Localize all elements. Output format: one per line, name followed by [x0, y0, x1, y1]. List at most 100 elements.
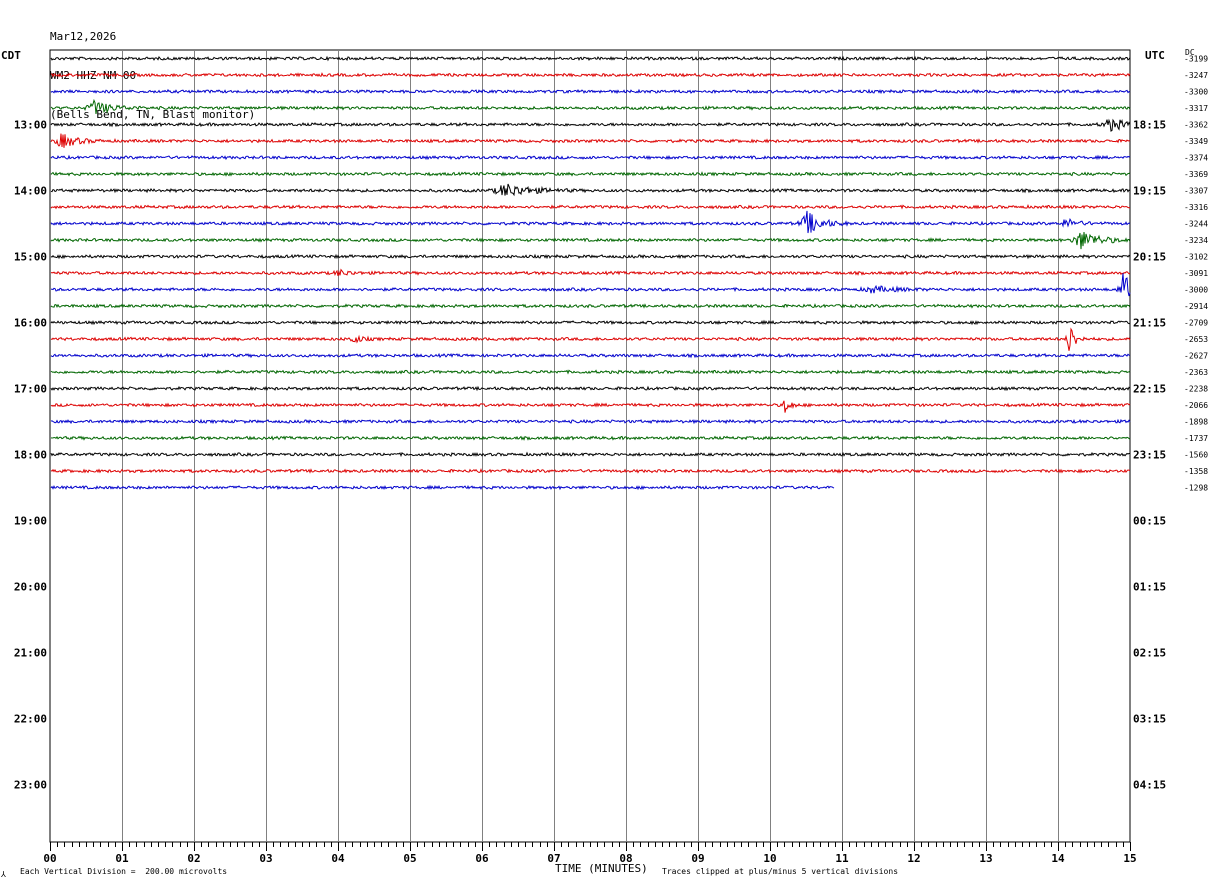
seismic-trace	[50, 98, 1131, 114]
utc-hour-label: 19:15	[1133, 185, 1166, 198]
seismic-trace	[50, 118, 1131, 132]
seismic-trace	[50, 55, 1131, 62]
seismic-trace	[50, 210, 1131, 234]
utc-hour-label: 21:15	[1133, 317, 1166, 330]
x-tick-label: 09	[691, 852, 704, 865]
seismic-trace	[50, 435, 1131, 441]
utc-hour-label: 22:15	[1133, 383, 1166, 396]
utc-hour-label: 23:15	[1133, 449, 1166, 462]
seismic-trace	[50, 319, 1130, 326]
mark-glyph: ⅄	[1, 870, 6, 879]
dc-offset-label: -2363	[1184, 368, 1208, 377]
seismic-trace	[50, 385, 1131, 392]
dc-offset-label: -3000	[1184, 286, 1208, 295]
left-timezone-label: CDT	[1, 49, 21, 62]
x-tick-label: 07	[547, 852, 560, 865]
seismic-trace	[50, 154, 1131, 161]
x-axis-title: TIME (MINUTES)	[555, 862, 648, 875]
plot-frame	[49, 49, 1131, 843]
dc-offset-label: -3247	[1184, 71, 1208, 80]
x-tick-label: 11	[835, 852, 849, 865]
seismic-trace	[50, 183, 1131, 197]
x-tick-label: 14	[1051, 852, 1065, 865]
cdt-hour-label: 18:00	[14, 449, 47, 462]
dc-offset-label: -3349	[1184, 137, 1208, 146]
location-label: (Bells Bend, TN, Blast monitor)	[50, 108, 256, 121]
x-tick-label: 01	[115, 852, 129, 865]
seismic-trace	[50, 468, 1131, 474]
scale-note: Each Vertical Division = 200.00 microvol…	[20, 867, 228, 876]
seismic-trace	[50, 231, 1131, 250]
cdt-hour-label: 14:00	[14, 185, 47, 198]
dc-offset-label: -3374	[1184, 154, 1208, 163]
dc-offset-label: -3369	[1184, 170, 1208, 179]
clip-note: Traces clipped at plus/minus 5 vertical …	[662, 867, 899, 876]
dc-offset-label: -3316	[1184, 203, 1208, 212]
x-tick-label: 13	[979, 852, 992, 865]
seismic-trace	[50, 484, 835, 491]
seismic-trace	[50, 133, 1131, 148]
dc-offset-label: -3102	[1184, 253, 1208, 262]
cdt-hour-label: 16:00	[14, 317, 47, 330]
seismic-trace	[50, 369, 1131, 375]
dc-offset-label: -3091	[1184, 269, 1208, 278]
cdt-hour-label: 23:00	[14, 779, 47, 792]
dc-offset-label: -2914	[1184, 302, 1208, 311]
utc-hour-label: 04:15	[1133, 779, 1166, 792]
dc-offset-label: -2066	[1184, 401, 1208, 410]
seismic-trace	[50, 352, 1131, 359]
dc-offset-label: -1298	[1184, 484, 1208, 493]
seismic-trace	[50, 273, 1131, 297]
x-tick-label: 03	[259, 852, 272, 865]
cdt-hour-label: 22:00	[14, 713, 47, 726]
x-tick-label: 04	[331, 852, 345, 865]
cdt-hour-label: 17:00	[14, 383, 47, 396]
seismic-trace	[50, 204, 1130, 210]
seismic-trace	[50, 418, 1131, 425]
x-tick-label: 12	[907, 852, 920, 865]
seismic-trace	[50, 268, 1131, 277]
dc-offset-label: -3199	[1184, 55, 1208, 64]
x-tick-label: 10	[763, 852, 776, 865]
x-tick-label: 15	[1123, 852, 1136, 865]
dc-offset-label: -3300	[1184, 88, 1208, 97]
dc-offset-label: -1898	[1184, 418, 1208, 427]
seismic-trace	[50, 327, 1131, 351]
date-label: Mar12,2026	[50, 30, 117, 43]
utc-hour-label: 00:15	[1133, 515, 1166, 528]
dc-offset-label: -3234	[1184, 236, 1208, 245]
cdt-hour-label: 13:00	[14, 119, 47, 132]
x-tick-label: 02	[187, 852, 200, 865]
dc-offset-label: -3244	[1184, 220, 1208, 229]
dc-offset-label: -1737	[1184, 434, 1208, 443]
cdt-hour-label: 20:00	[14, 581, 47, 594]
cdt-hour-label: 21:00	[14, 647, 47, 660]
utc-hour-label: 03:15	[1133, 713, 1166, 726]
dc-offset-label: -3317	[1184, 104, 1208, 113]
dc-offset-label: -2653	[1184, 335, 1208, 344]
utc-hour-label: 18:15	[1133, 119, 1166, 132]
utc-hour-label: 20:15	[1133, 251, 1166, 264]
seismic-trace	[50, 171, 1131, 177]
seismic-trace	[50, 88, 1131, 95]
seismic-trace	[50, 72, 1131, 78]
dc-offset-label: -2238	[1184, 385, 1208, 394]
dc-offset-label: -2627	[1184, 352, 1208, 361]
dc-offset-label: -2709	[1184, 319, 1208, 328]
cdt-hour-label: 15:00	[14, 251, 47, 264]
utc-hour-label: 02:15	[1133, 647, 1166, 660]
x-tick-label: 06	[475, 852, 489, 865]
cdt-hour-label: 19:00	[14, 515, 47, 528]
x-tick-label: 00	[43, 852, 56, 865]
seismic-trace	[50, 400, 1131, 413]
x-tick-label: 05	[403, 852, 416, 865]
seismic-trace	[50, 253, 1131, 260]
seismic-trace	[50, 303, 1131, 309]
dc-offset-label: -3362	[1184, 121, 1208, 130]
dc-label: DC	[1185, 48, 1195, 57]
dc-offset-label: -3307	[1184, 187, 1208, 196]
x-tick-label: 08	[619, 852, 632, 865]
seismic-trace	[50, 451, 1130, 458]
right-timezone-label: UTC	[1145, 49, 1165, 62]
